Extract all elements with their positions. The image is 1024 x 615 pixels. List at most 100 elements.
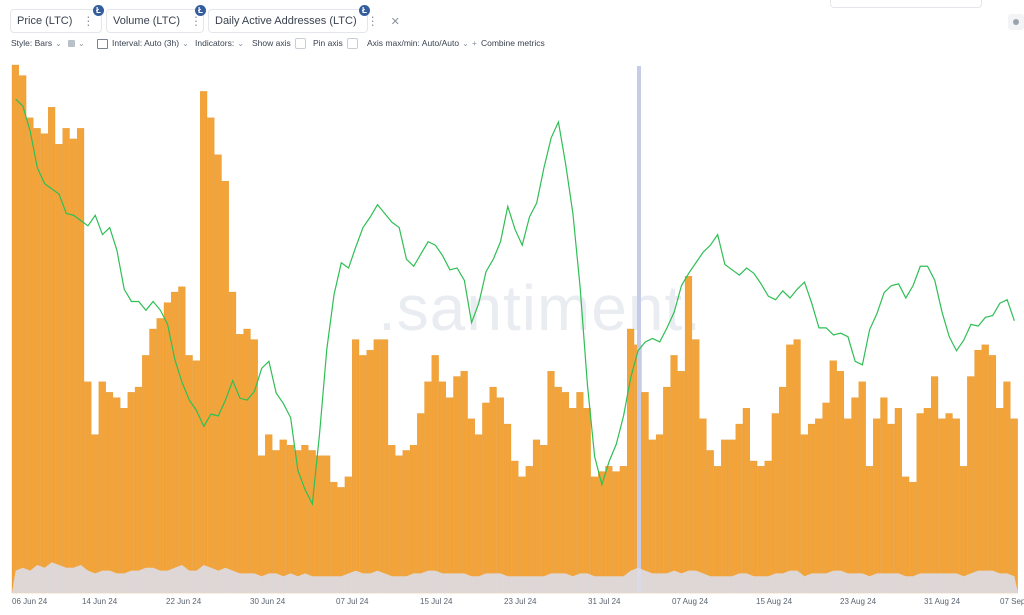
daa-bar xyxy=(294,450,302,594)
daa-bar xyxy=(120,408,128,594)
x-tick-label: 07 Aug 24 xyxy=(672,597,709,606)
price-line xyxy=(15,98,1015,506)
daa-bar xyxy=(475,434,483,594)
pin-axis-toggle[interactable]: Pin axis xyxy=(313,38,358,50)
daa-bar xyxy=(134,386,143,594)
daa-bar xyxy=(974,349,982,594)
daa-bar xyxy=(612,471,620,594)
daa-bar xyxy=(250,339,258,594)
metric-pill-volume[interactable]: Volume (LTC) ⋮ ✕ Ł xyxy=(106,5,223,33)
daa-bar xyxy=(156,318,164,594)
daa-bar xyxy=(438,381,447,594)
daa-bar xyxy=(308,450,316,594)
metric-label: Price (LTC) xyxy=(17,15,73,27)
daa-bar xyxy=(503,423,512,594)
chevron-down-icon: ⌄ xyxy=(462,39,469,48)
show-axis-label: Show axis xyxy=(252,38,291,48)
daa-bar xyxy=(880,397,888,594)
daa-bar xyxy=(873,418,881,594)
close-icon[interactable]: ✕ xyxy=(390,15,400,28)
x-tick-label: 06 Jun 24 xyxy=(12,597,48,606)
daa-bar xyxy=(988,355,997,594)
search-input[interactable] xyxy=(830,0,982,8)
metrics-bar: Price (LTC) ⋮ ✕ Ł Volume (LTC) ⋮ ✕ Ł Dai… xyxy=(0,0,1024,36)
daa-bar xyxy=(865,466,874,594)
volume-area xyxy=(12,562,1018,593)
daa-bar xyxy=(460,371,468,594)
more-options-icon[interactable]: ⋮ xyxy=(366,14,379,28)
daa-bars xyxy=(11,64,1018,594)
axis-minmax-dropdown[interactable]: Axis max/min: Auto/Auto ⌄ xyxy=(367,38,469,48)
chevron-down-icon: ⌄ xyxy=(182,39,189,48)
metric-pill-price[interactable]: Price (LTC) ⋮ ✕ Ł xyxy=(10,5,116,33)
daa-bar xyxy=(576,392,584,594)
daa-bar xyxy=(713,466,722,594)
more-options-icon[interactable]: ⋮ xyxy=(82,14,95,28)
calendar-icon xyxy=(97,38,108,49)
indicators-dropdown[interactable]: Indicators: ⌄ xyxy=(195,38,244,48)
daa-bar xyxy=(583,408,591,594)
daa-bar xyxy=(735,423,743,594)
daa-bar xyxy=(279,439,287,594)
daa-bar xyxy=(605,466,613,594)
combine-metrics-button[interactable]: + Combine metrics xyxy=(472,38,545,48)
daa-bar xyxy=(402,450,410,594)
x-tick-label: 14 Jun 24 xyxy=(82,597,118,606)
daa-bar xyxy=(19,75,27,594)
x-tick-label: 31 Jul 24 xyxy=(588,597,621,606)
daa-bar xyxy=(214,154,222,594)
daa-bar xyxy=(815,418,823,594)
daa-bar xyxy=(409,445,418,594)
date-cursor-line xyxy=(637,66,641,593)
show-axis-toggle[interactable]: Show axis xyxy=(252,38,306,50)
daa-bar xyxy=(786,344,794,594)
daa-bar xyxy=(959,466,968,594)
daa-bar xyxy=(967,376,975,594)
daa-bar xyxy=(142,355,150,594)
pin-axis-checkbox[interactable] xyxy=(346,38,358,50)
chart-canvas[interactable]: .santiment. 06 Jun 24 14 Jun 24 22 Jun 24 3… xyxy=(0,60,1024,615)
grid-dropdown[interactable]: ⌄ xyxy=(68,38,85,48)
daa-bar xyxy=(286,445,295,594)
daa-bar xyxy=(221,181,229,594)
metric-label: Daily Active Addresses (LTC) xyxy=(215,15,357,27)
style-dropdown[interactable]: Style: Bars ⌄ xyxy=(11,38,62,48)
daa-bar xyxy=(323,455,331,594)
daa-bar xyxy=(446,397,454,594)
x-tick-label: 23 Aug 24 xyxy=(840,597,877,606)
x-tick-label: 15 Aug 24 xyxy=(756,597,793,606)
show-axis-checkbox[interactable] xyxy=(294,38,306,50)
x-tick-label: 07 Sep xyxy=(1000,597,1024,606)
daa-bar xyxy=(192,360,200,594)
daa-bar xyxy=(11,64,19,594)
daa-bar xyxy=(800,434,808,594)
santiment-watermark: .santiment. xyxy=(378,272,702,344)
daa-bar xyxy=(561,392,570,594)
daa-bar xyxy=(482,402,490,594)
daa-bar xyxy=(453,376,461,594)
interval-dropdown[interactable]: Interval: Auto (3h) ⌄ xyxy=(97,38,189,49)
daa-bar xyxy=(598,471,606,594)
daa-bar xyxy=(931,376,939,594)
daa-bar xyxy=(721,439,729,594)
daa-bar xyxy=(540,445,548,594)
settings-icon[interactable] xyxy=(1008,14,1024,30)
daa-bar xyxy=(98,381,106,594)
chevron-down-icon: ⌄ xyxy=(55,39,62,48)
daa-bar xyxy=(366,349,374,594)
daa-bar xyxy=(757,466,765,594)
daa-bar xyxy=(1010,418,1018,594)
more-options-icon[interactable]: ⋮ xyxy=(190,14,203,28)
axis-minmax-label: Axis max/min: Auto/Auto xyxy=(367,38,460,48)
daa-bar xyxy=(105,392,114,594)
price-line-path xyxy=(15,98,1015,506)
daa-bar xyxy=(178,286,186,594)
daa-bar xyxy=(76,128,85,594)
grid-icon xyxy=(68,40,75,48)
daa-bar xyxy=(916,413,924,594)
daa-bar xyxy=(489,386,497,594)
pin-axis-label: Pin axis xyxy=(313,38,343,48)
x-tick-label: 15 Jul 24 xyxy=(420,597,453,606)
metric-pill-daily-active-addresses[interactable]: Daily Active Addresses (LTC) ⋮ ✕ Ł xyxy=(208,5,400,33)
x-tick-label: 23 Jul 24 xyxy=(504,597,537,606)
